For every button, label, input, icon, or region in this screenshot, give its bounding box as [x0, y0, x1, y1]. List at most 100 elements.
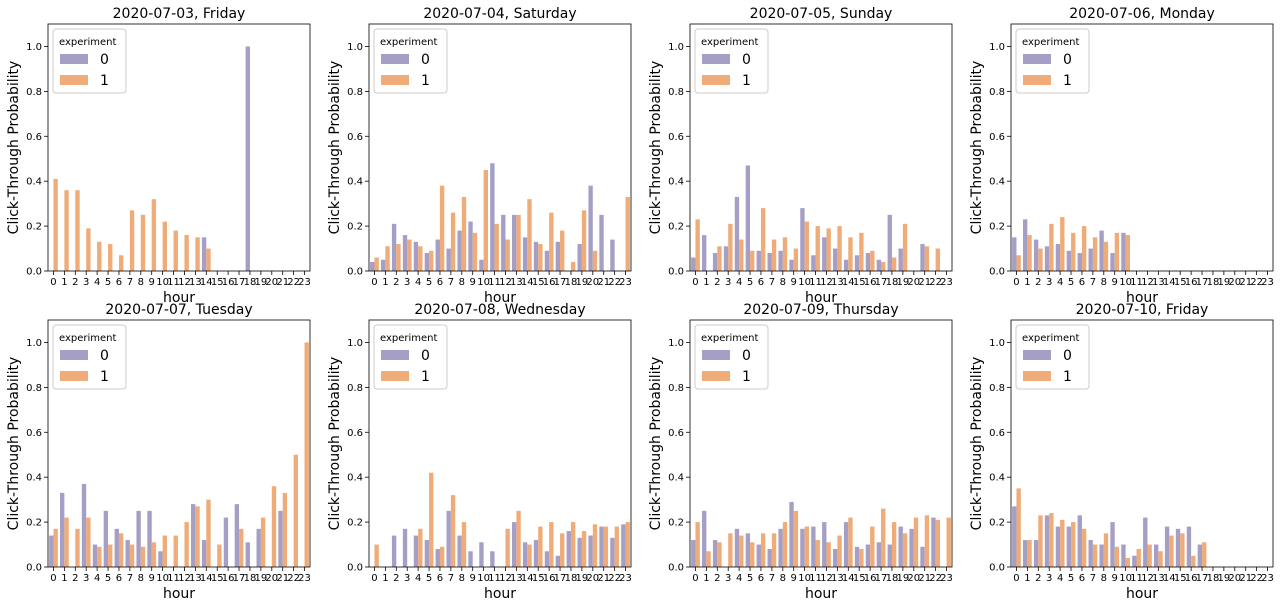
x-tick-label: 14 [1163, 573, 1176, 584]
x-tick-label: 13 [510, 277, 523, 288]
x-tick-label: 20 [586, 277, 599, 288]
x-tick-label: 3 [725, 573, 731, 584]
bar-series-1 [173, 535, 178, 567]
bar-series-0 [702, 235, 707, 271]
bar-series-0 [391, 535, 397, 567]
bar-series-1 [505, 239, 510, 271]
bar-series-0 [588, 185, 593, 271]
x-tick-label: 17 [233, 573, 246, 584]
x-tick-label: 8 [1101, 573, 1107, 584]
bar-series-0 [457, 535, 462, 567]
x-tick-label: 1 [382, 277, 388, 288]
x-tick-label: 5 [1068, 277, 1074, 288]
x-tick-label: 20 [1228, 277, 1241, 288]
bar-series-0 [402, 235, 408, 271]
x-tick-label: 19 [255, 277, 268, 288]
bar-series-1 [151, 542, 157, 567]
y-tick-label: 0.6 [26, 132, 42, 143]
bar-series-0 [1033, 239, 1039, 271]
bar-series-0 [555, 241, 561, 271]
bar-series-1 [1169, 535, 1174, 567]
x-tick-label: 1 [703, 277, 709, 288]
legend: experiment 0 1 [373, 28, 448, 94]
y-tick-label: 0.2 [668, 222, 684, 233]
bar-series-0 [92, 544, 98, 567]
bar-series-1 [429, 472, 434, 567]
legend-swatch [1023, 371, 1051, 381]
x-tick-label: 0 [371, 277, 377, 288]
bar-series-0 [599, 214, 604, 271]
y-tick-label: 0.0 [347, 267, 363, 278]
bar-series-0 [468, 551, 473, 567]
bar-series-0 [833, 248, 838, 271]
x-tick-label: 11 [1130, 277, 1143, 288]
x-tick-label: 8 [459, 277, 465, 288]
chart-title: 2020-07-08, Wednesday [414, 302, 585, 318]
chart-panel: 2020-07-04, Saturday Click-Through Probab… [327, 6, 632, 306]
x-tick-label: 21 [918, 573, 931, 584]
x-tick-label: 13 [1152, 277, 1165, 288]
x-tick-label: 16 [543, 573, 556, 584]
x-tick-label: 8 [780, 277, 786, 288]
x-tick-label: 19 [1218, 573, 1231, 584]
x-tick-label: 21 [597, 277, 610, 288]
y-tick-label: 0.0 [347, 563, 363, 574]
bar-series-1 [1092, 237, 1098, 271]
x-tick-label: 17 [1196, 277, 1209, 288]
bar-series-1 [760, 533, 766, 567]
bar-series-0 [413, 241, 419, 271]
x-tick-label: 16 [1185, 573, 1198, 584]
bar-series-0 [1110, 253, 1115, 271]
x-tick-label: 22 [1250, 573, 1263, 584]
y-tick-label: 0.6 [26, 428, 42, 439]
legend-label: 1 [100, 369, 109, 385]
bar-series-1 [848, 237, 853, 271]
legend-swatch [381, 75, 409, 85]
bar-series-1 [1125, 558, 1130, 567]
x-tick-label: 10 [477, 573, 490, 584]
bar-series-0 [610, 537, 615, 567]
plot-frame [368, 319, 632, 568]
bar-series-0 [490, 551, 495, 567]
x-tick-label: 18 [244, 573, 257, 584]
x-tick-label: 5 [747, 573, 753, 584]
bar-series-1 [826, 228, 831, 271]
y-tick-label: 0.6 [347, 132, 363, 143]
x-tick-label: 21 [276, 573, 289, 584]
bar-series-0 [1023, 219, 1028, 271]
bar-series-0 [544, 551, 550, 567]
x-tick-label: 15 [211, 277, 224, 288]
x-axis-label: hour [163, 290, 195, 306]
x-tick-label: 14 [521, 573, 534, 584]
bar-series-0 [512, 214, 517, 271]
x-tick-label: 7 [448, 277, 454, 288]
legend-title: experiment [59, 37, 117, 48]
bar-series-1 [162, 221, 167, 271]
legend-label: 1 [100, 73, 109, 89]
x-tick-label: 4 [736, 573, 742, 584]
bar-series-0 [435, 239, 440, 271]
bar-series-1 [1180, 533, 1185, 567]
x-tick-label: 4 [736, 277, 742, 288]
bar-series-1 [760, 208, 766, 271]
legend-label: 1 [742, 369, 751, 385]
bar-series-0 [501, 214, 506, 271]
bar-series-0 [1110, 522, 1115, 567]
x-tick-label: 11 [809, 573, 822, 584]
bar-series-1 [1038, 515, 1043, 567]
bar-series-1 [717, 542, 722, 567]
x-tick-label: 10 [1119, 277, 1132, 288]
y-axis-label: Click-Through Probability [648, 61, 664, 235]
x-tick-label: 1 [382, 573, 388, 584]
chart-title: 2020-07-06, Monday [1069, 6, 1215, 22]
bar-series-1 [1027, 540, 1032, 567]
bar-series-1 [924, 246, 930, 271]
bar-series-1 [527, 199, 532, 271]
x-tick-label: 13 [831, 573, 844, 584]
x-tick-label: 8 [780, 573, 786, 584]
x-tick-label: 9 [791, 277, 797, 288]
bar-series-0 [512, 522, 517, 567]
x-tick-label: 7 [448, 573, 454, 584]
x-tick-label: 15 [853, 573, 866, 584]
